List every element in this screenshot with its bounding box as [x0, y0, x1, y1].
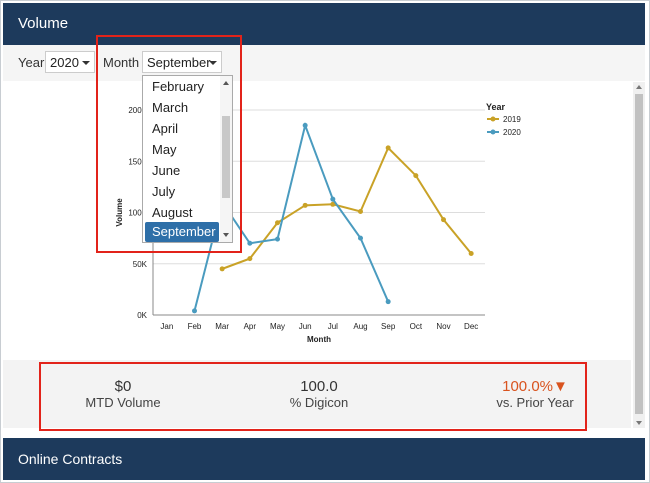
- x-tick-label: Jan: [160, 322, 173, 331]
- scroll-up-icon[interactable]: [223, 81, 229, 85]
- month-dropdown-list[interactable]: February March April May June July Augus…: [142, 75, 233, 243]
- data-point-2020: [275, 236, 280, 242]
- legend-label: 2019: [503, 115, 521, 124]
- year-label: Year: [18, 55, 45, 70]
- chevron-down-icon: [209, 61, 217, 65]
- online-contracts-title: Online Contracts: [18, 451, 123, 467]
- dropdown-scrollbar[interactable]: [220, 76, 232, 242]
- month-select[interactable]: September: [142, 51, 222, 73]
- y-axis-label: Volume: [115, 198, 124, 227]
- year-select[interactable]: 2020: [45, 51, 95, 73]
- legend-swatch-dot: [490, 116, 496, 122]
- x-tick-label: Oct: [410, 322, 423, 331]
- data-point-2020: [192, 308, 197, 314]
- data-point-2019: [302, 202, 308, 208]
- y-tick-label: 200K: [128, 106, 147, 115]
- month-option[interactable]: August: [152, 205, 193, 220]
- data-point-2019: [385, 145, 391, 151]
- data-point-2019: [219, 266, 225, 272]
- data-point-2020: [330, 196, 336, 202]
- chart-area: 0K 50K 100K 150K 200K Jan Feb Mar Apr May Jun Jul Au…: [3, 82, 631, 358]
- data-point-2020: [358, 235, 363, 241]
- scroll-down-icon[interactable]: [636, 421, 642, 425]
- scroll-up-icon[interactable]: [636, 85, 642, 89]
- prior-year-value: 100.0%▼: [502, 378, 568, 395]
- scrollbar-thumb[interactable]: [635, 94, 643, 414]
- x-axis-label: Month: [307, 335, 331, 344]
- online-contracts-header[interactable]: Online Contracts: [3, 438, 645, 480]
- volume-panel-header: Volume: [3, 3, 645, 45]
- x-tick-label: Dec: [464, 322, 478, 331]
- month-option-selected[interactable]: September: [145, 222, 219, 242]
- data-point-2019: [441, 217, 446, 223]
- chevron-down-icon: [82, 61, 90, 65]
- mtd-volume-value: $0: [114, 378, 132, 395]
- year-select-value: 2020: [50, 55, 79, 70]
- data-point-2019: [468, 251, 474, 256]
- volume-line-chart: 0K 50K 100K 150K 200K Jan Feb Mar Apr May Jun Jul Au…: [115, 102, 521, 344]
- x-tick-label: Jul: [328, 322, 338, 331]
- month-label: Month: [103, 55, 140, 70]
- y-tick-label: 0K: [137, 311, 147, 320]
- y-tick-label: 150K: [128, 157, 147, 166]
- month-option[interactable]: March: [152, 100, 189, 115]
- data-point-2019: [275, 220, 280, 226]
- data-point-2020: [385, 299, 391, 305]
- x-tick-label: Mar: [215, 322, 229, 331]
- x-tick-label: Sep: [381, 322, 396, 331]
- x-tick-label: Aug: [353, 322, 367, 331]
- scroll-down-icon[interactable]: [223, 233, 229, 237]
- digicon-stat: 100.0 % Digicon: [259, 378, 379, 410]
- month-option[interactable]: May: [152, 142, 177, 157]
- y-tick-label: 100K: [128, 209, 147, 218]
- y-tick-label: 50K: [133, 260, 148, 269]
- mtd-volume-stat: $0 MTD Volume: [63, 378, 183, 410]
- data-point-2019: [247, 256, 253, 262]
- data-point-2020: [302, 122, 308, 128]
- filter-bar: Year 2020 Month September: [3, 45, 645, 81]
- x-tick-label: Jun: [299, 322, 312, 331]
- data-point-2019: [358, 208, 363, 214]
- digicon-value: 100.0: [300, 378, 338, 395]
- month-option[interactable]: April: [152, 121, 179, 136]
- legend-label: 2020: [503, 128, 521, 137]
- legend-swatch-dot: [490, 129, 496, 135]
- mtd-volume-label: MTD Volume: [85, 395, 161, 410]
- prior-year-label: vs. Prior Year: [496, 395, 574, 410]
- data-point-2020: [247, 240, 253, 246]
- month-option[interactable]: July: [152, 184, 176, 199]
- data-point-2019: [413, 173, 419, 179]
- dropdown-scrollbar-thumb[interactable]: [222, 116, 230, 198]
- series-line-2019: [221, 146, 472, 270]
- prior-year-stat: 100.0%▼ vs. Prior Year: [475, 378, 595, 410]
- x-tick-label: Apr: [244, 322, 257, 331]
- x-tick-label: May: [270, 322, 285, 331]
- x-tick-label: Nov: [436, 322, 450, 331]
- stats-bar: $0 MTD Volume 100.0 % Digicon 100.0%▼ vs…: [3, 360, 631, 428]
- data-point-2019: [330, 201, 336, 207]
- panel-scrollbar[interactable]: [633, 82, 645, 428]
- x-tick-label: Feb: [188, 322, 202, 331]
- month-select-value: September: [147, 55, 211, 70]
- month-option[interactable]: June: [152, 163, 181, 178]
- digicon-label: % Digicon: [289, 395, 349, 410]
- legend-title: Year: [486, 102, 506, 112]
- month-option[interactable]: February: [152, 79, 205, 94]
- panel-title: Volume: [18, 15, 69, 32]
